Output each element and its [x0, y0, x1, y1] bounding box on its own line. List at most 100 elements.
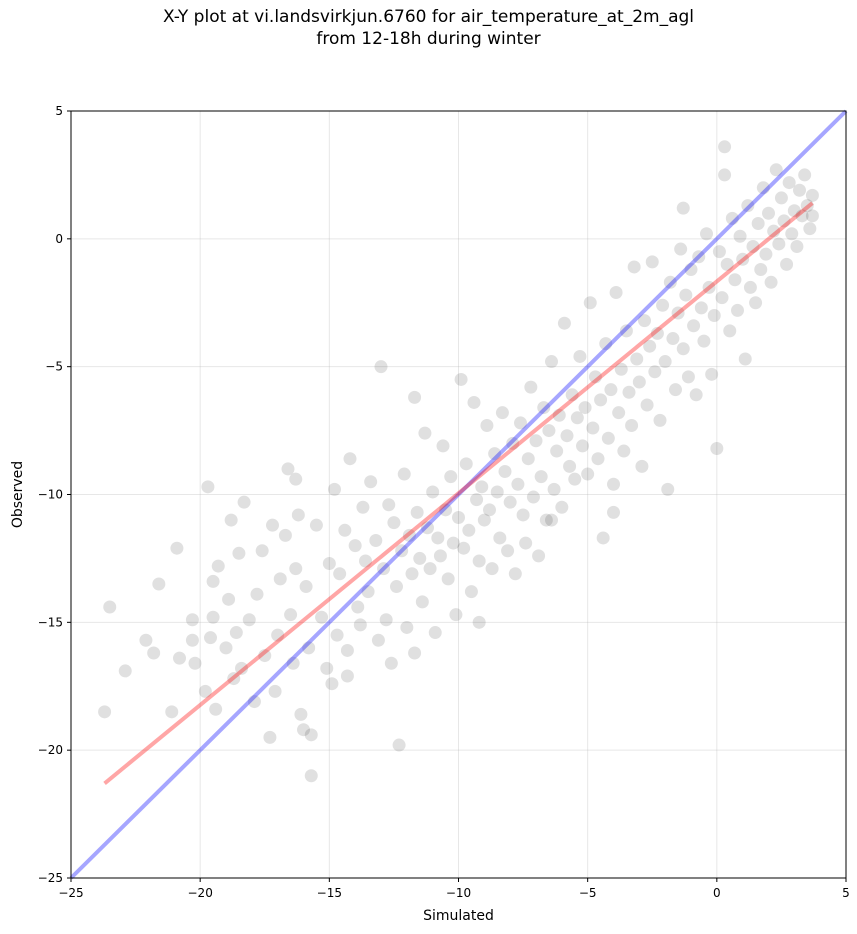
scatter-point	[800, 199, 814, 213]
scatter-point	[397, 467, 411, 481]
scatter-point	[542, 424, 556, 438]
scatter-point	[224, 513, 238, 527]
scatter-point	[723, 324, 737, 338]
scatter-point	[415, 595, 429, 609]
chart-title-line-2: from 12-18h during winter	[316, 29, 541, 49]
scatter-point	[650, 326, 664, 340]
scatter-point	[204, 631, 217, 645]
scatter-point	[237, 495, 251, 509]
scatter-point	[472, 554, 486, 568]
scatter-point	[630, 352, 644, 366]
scatter-point	[418, 426, 432, 440]
scatter-point	[707, 309, 721, 323]
scatter-point	[557, 316, 571, 330]
scatter-point	[769, 163, 783, 177]
scatter-point	[284, 608, 298, 622]
scatter-point	[521, 452, 535, 466]
scatter-point	[694, 301, 708, 315]
scatter-point	[684, 263, 698, 277]
y-axis-ticks: −25 −20 −15 −10 −5 0 5	[38, 104, 71, 885]
scatter-point	[661, 482, 675, 496]
scatter-point	[371, 633, 385, 647]
scatter-point	[209, 702, 223, 716]
scatter-point	[663, 275, 677, 289]
scatter-point	[480, 418, 494, 432]
scatter-point	[501, 544, 515, 558]
scatter-point	[387, 516, 401, 530]
scatter-point	[725, 211, 739, 225]
scatter-point	[560, 429, 574, 443]
scatter-point	[759, 247, 773, 261]
scatter-point	[464, 585, 478, 599]
scatter-point	[643, 339, 657, 353]
scatter-point	[410, 505, 424, 519]
scatter-point	[656, 298, 670, 312]
scatter-point	[457, 541, 471, 555]
scatter-point	[805, 188, 819, 202]
scatter-point	[322, 557, 336, 571]
scatter-point	[333, 567, 347, 581]
scatter-point	[674, 242, 688, 256]
scatter-point	[147, 646, 161, 660]
scatter-point	[511, 477, 525, 491]
scatter-point	[552, 408, 566, 422]
scatter-point	[351, 600, 365, 614]
scatter-point	[805, 209, 819, 223]
scatter-point	[118, 664, 132, 678]
scatter-point	[687, 319, 701, 333]
scatter-point	[340, 669, 354, 683]
scatter-point	[211, 559, 225, 573]
scatter-point	[170, 541, 184, 555]
scatter-point	[545, 513, 558, 527]
scatter-point	[700, 227, 713, 241]
scatter-point	[645, 255, 659, 269]
scatter-point	[697, 334, 711, 348]
y-tick-label: −5	[45, 360, 63, 374]
scatter-point	[588, 370, 602, 384]
scatter-point	[787, 204, 801, 218]
y-tick-label: −20	[38, 743, 63, 757]
scatter-point	[583, 296, 597, 310]
scatter-point	[320, 661, 334, 675]
y-tick-label: 0	[55, 232, 63, 246]
scatter-point	[609, 286, 623, 300]
scatter-point	[508, 567, 522, 581]
scatter-point	[777, 214, 791, 228]
scatter-point	[483, 503, 496, 517]
scatter-point	[330, 628, 344, 642]
scatter-point	[364, 475, 378, 489]
scatter-point	[754, 263, 768, 277]
scatter-point	[681, 370, 695, 384]
scatter-point	[304, 769, 318, 783]
scatter-point	[152, 577, 166, 591]
scatter-point	[222, 592, 236, 606]
scatter-point	[281, 462, 295, 476]
scatter-point	[669, 383, 682, 397]
scatter-point	[433, 549, 447, 563]
scatter-point	[289, 472, 303, 486]
scatter-point	[617, 444, 631, 458]
scatter-point	[390, 580, 403, 594]
scatter-point	[408, 646, 422, 660]
chart-title: X-Y plot at vi.landsvirkjun.6760 for air…	[0, 6, 857, 50]
scatter-point	[340, 643, 354, 657]
scatter-point	[720, 257, 734, 271]
scatter-point	[738, 352, 752, 366]
scatter-point	[648, 365, 662, 379]
scatter-point	[227, 672, 241, 686]
scatter-point	[271, 628, 285, 642]
scatter-point	[614, 362, 628, 376]
scatter-point	[402, 528, 416, 542]
x-tick-label: −10	[446, 886, 471, 900]
scatter-point	[764, 275, 778, 289]
scatter-point	[573, 349, 587, 363]
scatter-point	[255, 544, 269, 558]
scatter-point	[555, 500, 569, 514]
scatter-point	[247, 695, 261, 709]
scatter-point	[529, 434, 543, 448]
scatter-point	[676, 201, 690, 215]
scatter-point	[653, 413, 667, 427]
scatter-point	[369, 534, 383, 548]
scatter-point	[594, 393, 608, 407]
